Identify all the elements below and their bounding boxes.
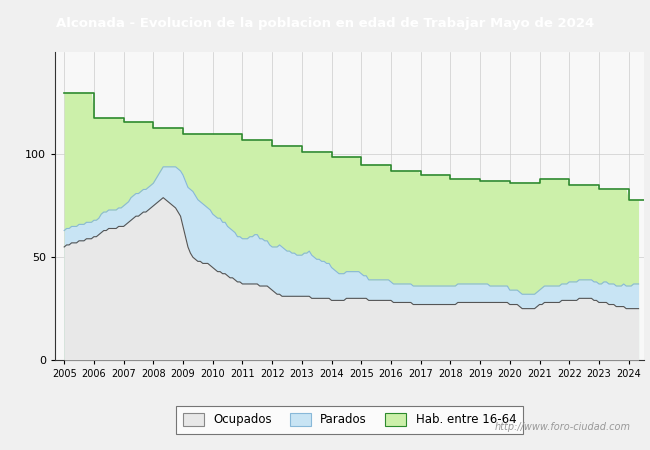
Legend: Ocupados, Parados, Hab. entre 16-64: Ocupados, Parados, Hab. entre 16-64 — [176, 406, 523, 433]
Text: Alconada - Evolucion de la poblacion en edad de Trabajar Mayo de 2024: Alconada - Evolucion de la poblacion en … — [56, 17, 594, 30]
Text: http://www.foro-ciudad.com: http://www.foro-ciudad.com — [495, 422, 630, 432]
